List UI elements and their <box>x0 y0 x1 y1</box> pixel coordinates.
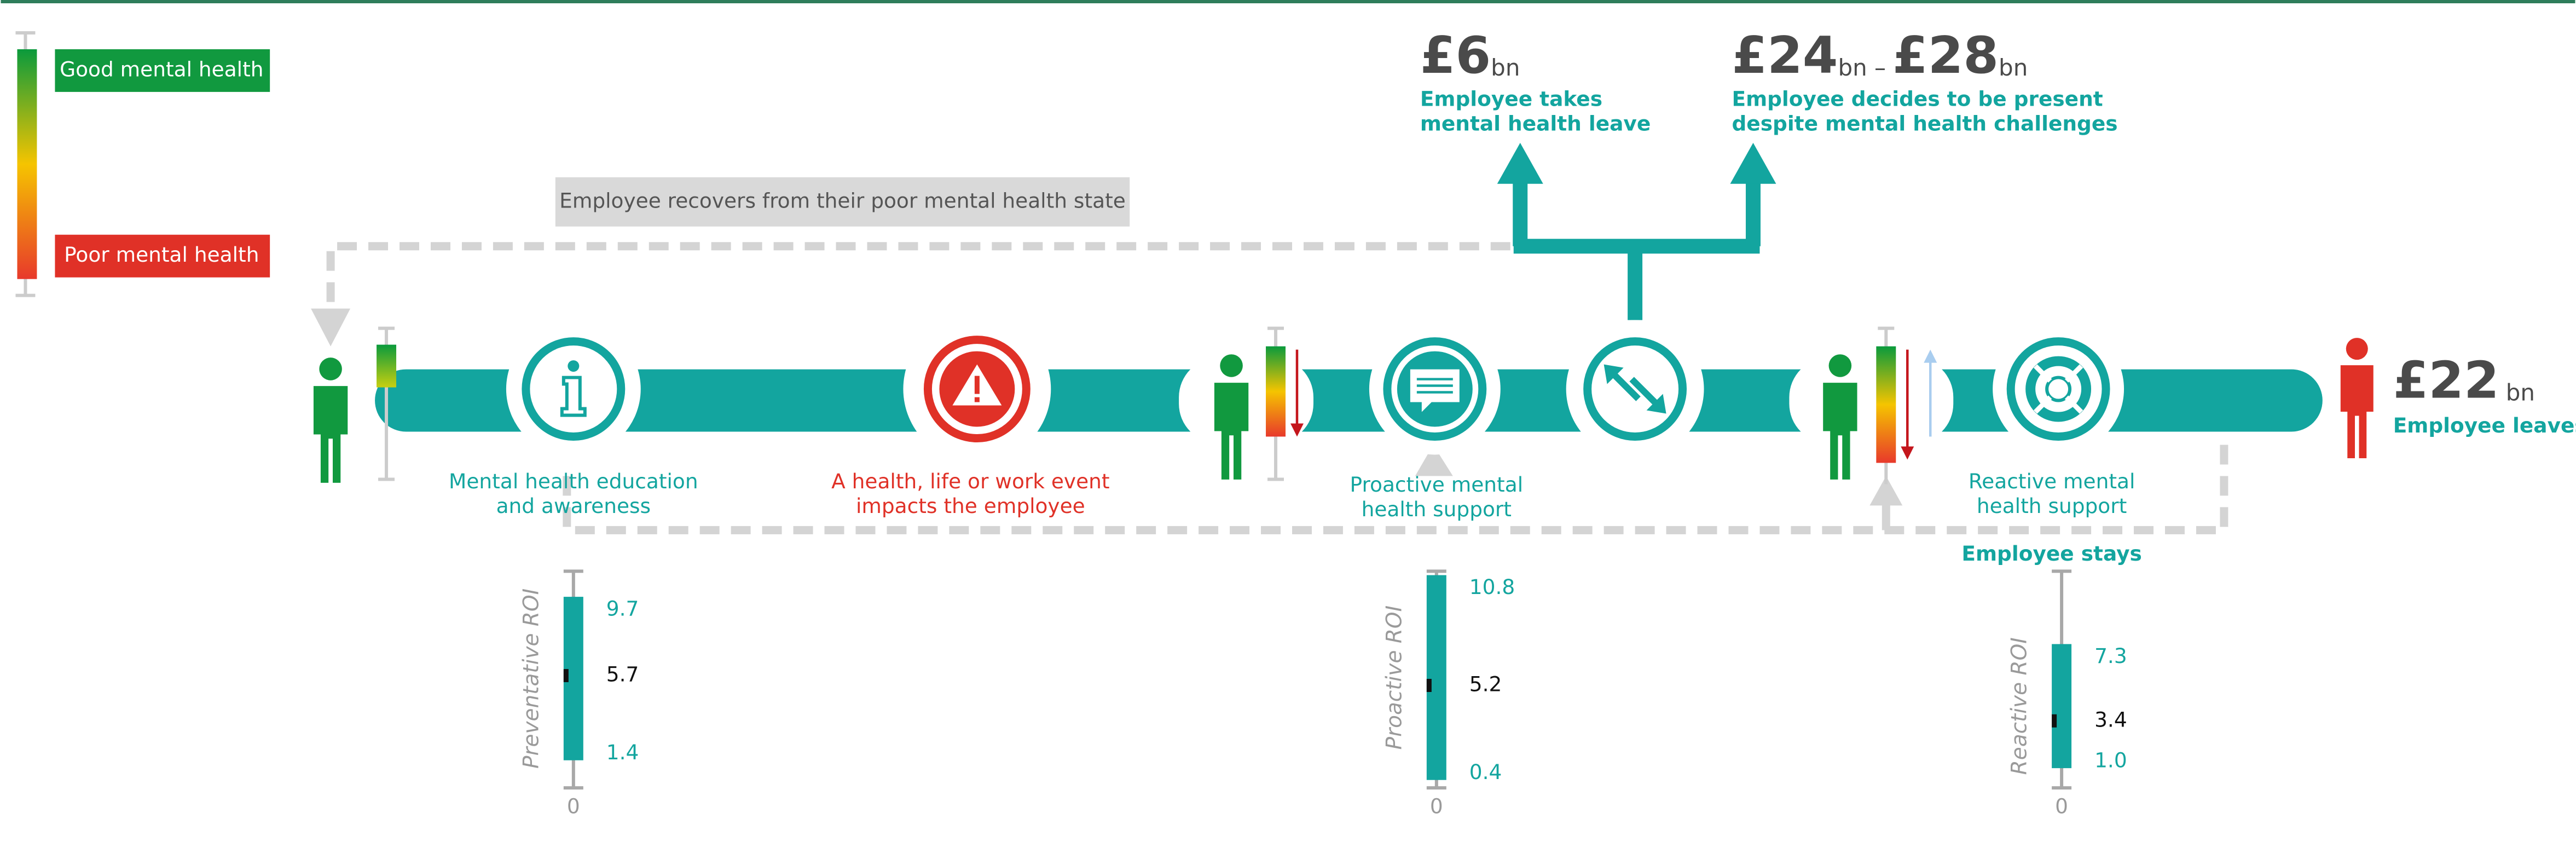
legend-poor: Poor mental health <box>64 243 259 267</box>
icon-part <box>1924 350 1937 363</box>
state-gauge <box>1266 328 1304 480</box>
info-icon <box>506 322 641 457</box>
fork-arrow <box>1730 143 1776 184</box>
lifebuoy-icon <box>1993 324 2124 455</box>
roi-low-label: 0.4 <box>1469 760 1502 784</box>
roi-zero-label: 0 <box>1430 794 1443 818</box>
roi-zero-label: 0 <box>567 794 580 818</box>
stage-label: Reactive mental <box>1969 469 2135 493</box>
presenteeism-outcome: £24bn –£28bn Employee decides to be pres… <box>1732 26 2117 135</box>
roi-mid-marker <box>1427 679 1432 692</box>
roi-high-label: 7.3 <box>2094 644 2127 668</box>
infographic: Good mental health Poor mental health Em… <box>0 0 2576 865</box>
stage-label: Proactive mental <box>1350 472 1524 497</box>
roi-mid-marker <box>2052 714 2057 728</box>
amount: £24bn –£28bn <box>1732 26 2028 85</box>
employee-leaving <box>2341 338 2374 458</box>
employee-stays: Employee stays <box>1961 541 2141 566</box>
recovery-loop <box>331 246 1510 309</box>
outcome-label: Employee takes <box>1420 86 1602 111</box>
stage-label: and awareness <box>496 494 651 518</box>
leave-outcome: £6bn Employee takes mental health leave <box>1420 26 1651 135</box>
amount-unit: bn <box>1999 54 2028 80</box>
amount-unit: bn <box>2506 379 2535 406</box>
roi-low-label: 1.0 <box>2094 748 2127 772</box>
roi-low-label: 1.4 <box>606 740 639 764</box>
icon-part <box>975 397 980 402</box>
amount: £22 bn <box>2393 351 2535 410</box>
icon-part <box>377 345 396 388</box>
roi-gauges: 0 9.7 5.7 1.4 Preventative ROI 0 10.8 5.2 0.4 Pro… <box>519 571 2127 818</box>
leaves-outcome: £22 bn Employee leaves <box>2393 351 2576 437</box>
outcome-label: Employee leaves <box>2393 413 2576 437</box>
amount-value: £24 <box>1732 26 1838 85</box>
employee <box>314 357 348 483</box>
amount-value: £6 <box>1420 26 1491 85</box>
arrows-icon <box>1566 320 1704 458</box>
roi-mid-label: 5.7 <box>606 662 639 687</box>
outcome-label: despite mental health challenges <box>1732 111 2117 135</box>
roi-axis-title: Preventative ROI <box>519 589 543 769</box>
legend: Good mental health Poor mental health <box>15 33 270 296</box>
amount-unit: bn <box>1491 54 1520 80</box>
icon-part <box>975 376 980 394</box>
icon-part <box>1901 446 1914 459</box>
roi-zero-label: 0 <box>2055 794 2068 818</box>
stage-label: impacts the employee <box>856 494 1085 518</box>
icon-part <box>526 342 621 437</box>
icon-part <box>2011 342 2106 437</box>
chat-icon <box>1369 324 1501 455</box>
amount-value: £28 <box>1892 26 1999 85</box>
roi-mid-marker <box>564 669 569 682</box>
stage-label: health support <box>1977 494 2127 518</box>
roi-high-label: 10.8 <box>1469 575 1515 599</box>
legend-good: Good mental health <box>60 57 263 81</box>
stage-label: health support <box>1362 497 1512 521</box>
stage-label: A health, life or work event <box>831 469 1109 493</box>
legend-gradient <box>17 49 37 279</box>
roi-mid-label: 3.4 <box>2094 707 2127 731</box>
outcome-label: Employee decides to be present <box>1732 86 2103 111</box>
recovery-note: Employee recovers from their poor mental… <box>559 188 1126 212</box>
stage-label: Mental health education <box>449 469 698 493</box>
roi-mid-label: 5.2 <box>1469 672 1502 696</box>
roi-axis-title: Proactive ROI <box>1382 606 1406 749</box>
icon-part <box>1588 342 1683 437</box>
fork <box>1514 181 1760 320</box>
amount-unit: bn – <box>1838 54 1886 80</box>
roi-axis-title: Reactive ROI <box>2007 637 2032 775</box>
icon-part <box>568 360 579 372</box>
outcome-label: mental health leave <box>1420 111 1651 135</box>
icon-part <box>1266 347 1286 437</box>
roi-range-bar <box>1427 575 1446 780</box>
warning-icon <box>903 315 1051 463</box>
roi-high-label: 9.7 <box>606 597 639 621</box>
fork-arrow <box>1497 143 1543 184</box>
band-gap <box>1789 358 1953 443</box>
amount-value: £22 <box>2393 351 2499 410</box>
page: { "legend": {"good": "Good mental health… <box>0 0 2576 865</box>
loop-arrow <box>311 309 350 347</box>
roi-range-bar <box>2052 644 2071 768</box>
icon-part <box>1876 347 1896 463</box>
amount: £6bn <box>1420 26 1520 85</box>
